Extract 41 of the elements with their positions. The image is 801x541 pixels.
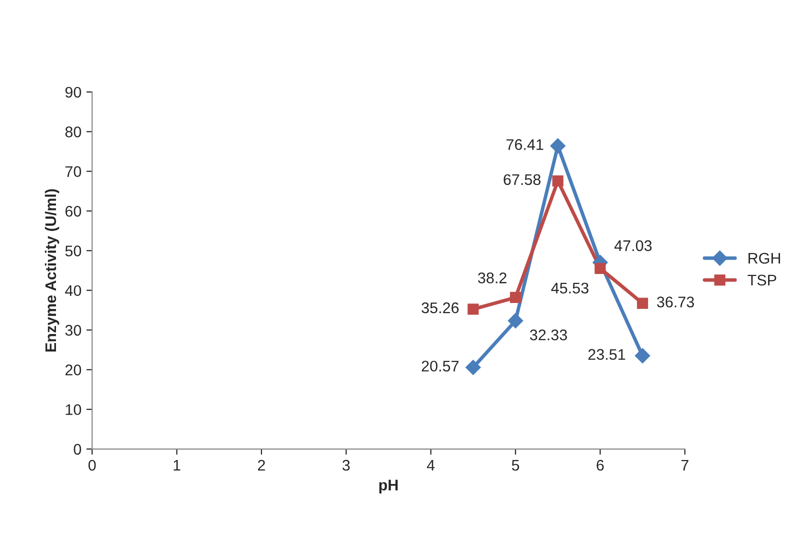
x-tick-label: 2: [258, 460, 265, 471]
data-label: 35.26: [422, 302, 459, 314]
y-tick-label: 0: [74, 444, 82, 455]
legend-label: TSP: [748, 274, 776, 286]
x-tick-label: 4: [426, 460, 435, 471]
y-tick-label: 70: [65, 166, 82, 178]
y-tick-label: 90: [65, 86, 82, 98]
point: [468, 304, 479, 315]
y-tick-label: 20: [65, 364, 82, 376]
data-label: 20.57: [422, 360, 459, 372]
data-label: 38.2: [478, 272, 506, 284]
x-tick-label: 7: [681, 460, 688, 471]
data-label: 76.41: [506, 139, 544, 150]
x-tick-label: 5: [512, 460, 520, 471]
y-tick-label: 30: [65, 324, 82, 336]
point: [466, 360, 481, 375]
point: [550, 138, 566, 154]
point: [508, 313, 524, 328]
y-tick-label: 10: [66, 404, 82, 416]
y-tick-label: 80: [65, 126, 82, 138]
x-tick-label: 1: [174, 460, 180, 471]
x-tick-label: 3: [342, 460, 350, 471]
x-tick-label: 0: [88, 460, 96, 471]
x-axis-title: pH: [379, 480, 398, 494]
y-tick-label: 60: [65, 206, 82, 217]
data-label: 67.58: [504, 174, 541, 186]
data-label: 23.51: [588, 349, 626, 360]
data-label: 36.73: [656, 296, 694, 308]
data-label: 32.33: [530, 330, 567, 340]
y-axis-title: Enzyme Activity (U/ml): [44, 189, 60, 352]
point: [636, 298, 648, 309]
point: [510, 292, 522, 304]
data-label: 47.03: [614, 240, 652, 252]
y-tick-label: 50: [65, 246, 82, 256]
x-tick-label: 6: [596, 460, 604, 471]
point: [594, 262, 606, 274]
point: [634, 348, 650, 364]
data-label: 45.53: [551, 282, 588, 294]
point: [552, 175, 564, 186]
legend-label: RGH: [748, 252, 780, 264]
y-tick-label: 40: [65, 285, 82, 296]
